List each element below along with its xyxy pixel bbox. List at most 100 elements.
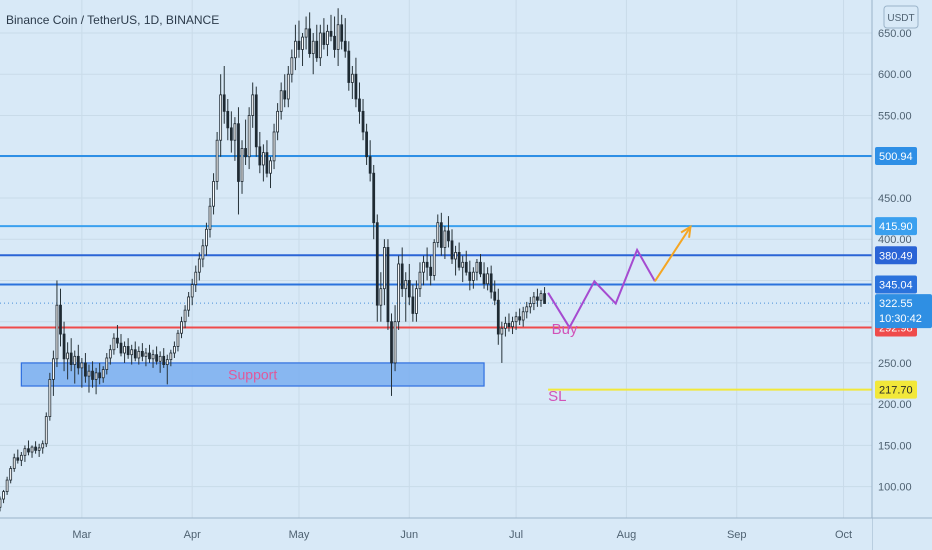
candle-down	[84, 362, 87, 377]
candle-down	[244, 148, 247, 158]
candle-up	[219, 94, 223, 141]
candle-up	[279, 90, 283, 112]
candle-up	[504, 322, 507, 329]
level-tag	[875, 380, 917, 399]
candle-down	[447, 230, 450, 242]
level-tag-label: 500.94	[879, 151, 913, 163]
price-tick-label: 550.00	[878, 110, 912, 122]
candle-down	[464, 261, 468, 273]
time-axis[interactable]: Mar Apr May Jun Jul Aug Sep Oct	[0, 517, 932, 550]
currency-box[interactable]	[883, 5, 919, 29]
candle-down	[329, 30, 333, 37]
time-tick-label: Jul	[509, 529, 523, 541]
candle-up	[101, 369, 105, 379]
support-label: Support	[228, 366, 277, 382]
level-tag	[875, 275, 917, 294]
candle-up	[105, 357, 109, 370]
candle-down	[126, 346, 130, 356]
candle-down	[375, 222, 379, 306]
price-tick-label: 250.00	[878, 358, 912, 370]
price-tick-label: 600.00	[878, 69, 912, 81]
candle-up	[190, 284, 194, 298]
candle-down	[361, 110, 365, 133]
candle-up	[247, 115, 251, 158]
candle-down	[429, 266, 433, 276]
candle-up	[311, 40, 315, 55]
candle-up	[383, 247, 386, 290]
candle-up	[130, 349, 134, 356]
current-price-tag	[875, 294, 932, 329]
price-tick-label: 450.00	[878, 193, 912, 205]
candle-down	[237, 123, 240, 182]
candle-up	[23, 448, 27, 456]
support-rect	[20, 362, 485, 387]
candle-up	[393, 321, 397, 364]
candle-down	[496, 299, 500, 335]
candle-down	[27, 448, 30, 453]
price-tick-label: 200.00	[878, 399, 912, 411]
support-zone: Support	[20, 362, 485, 387]
candle-down	[365, 131, 368, 158]
candle-up	[212, 181, 215, 207]
candle-up	[461, 261, 465, 268]
buy-label: Buy	[552, 321, 578, 338]
candle-up	[418, 271, 422, 290]
candle-up	[180, 321, 183, 334]
candle-down	[543, 293, 546, 304]
price-tick-label: 100.00	[878, 482, 912, 494]
candle-down	[16, 457, 20, 461]
candle-up	[532, 296, 536, 304]
candle-down	[407, 280, 411, 298]
candle-down	[91, 370, 94, 380]
candle-down	[76, 355, 80, 369]
candle-up	[486, 273, 489, 285]
candle-up	[471, 271, 475, 281]
candle-down	[322, 32, 326, 45]
candle-up	[350, 73, 354, 83]
level-tag-label: 380.49	[879, 250, 913, 262]
candle-up	[183, 309, 187, 323]
candle-up	[215, 139, 219, 182]
candle-down	[34, 446, 37, 451]
candle-down	[368, 156, 372, 174]
candle-up	[194, 271, 198, 285]
candle-up	[525, 306, 529, 313]
candle-down	[439, 222, 443, 248]
time-tick-label: Oct	[835, 529, 852, 541]
time-tick-label: Jun	[400, 529, 418, 541]
projection-arrow-head	[680, 224, 692, 238]
candle-down	[148, 352, 151, 360]
candle-down	[390, 321, 393, 364]
candle-up	[379, 288, 383, 306]
candle-down	[482, 273, 486, 285]
candle-up	[137, 350, 141, 359]
price-axis[interactable]: USDT100.00150.00200.00250.00300.00350.00…	[871, 0, 932, 550]
candle-up	[5, 479, 9, 493]
candle-down	[162, 355, 166, 365]
candle-down	[133, 349, 137, 359]
candle-up	[44, 416, 48, 445]
candle-down	[425, 261, 429, 268]
candle-up	[197, 258, 201, 273]
candle-up	[165, 359, 169, 365]
candle-down	[333, 35, 336, 50]
candle-up	[276, 110, 279, 133]
candle-up	[187, 296, 191, 311]
candle-down	[119, 342, 123, 354]
candle-up	[521, 311, 525, 321]
candle-up	[144, 352, 148, 357]
price-levels	[0, 154, 872, 391]
candle-up	[48, 379, 52, 417]
time-tick-label: Mar	[72, 529, 91, 541]
candle-down	[536, 296, 539, 301]
candle-up	[87, 370, 91, 377]
candle-down	[518, 316, 522, 321]
candle-up	[37, 447, 41, 451]
candle-down	[155, 354, 158, 362]
candle-up	[475, 261, 479, 273]
candle-up	[404, 280, 408, 290]
candle-down	[226, 110, 230, 129]
candle-up	[397, 263, 401, 323]
candle-up	[151, 354, 155, 360]
